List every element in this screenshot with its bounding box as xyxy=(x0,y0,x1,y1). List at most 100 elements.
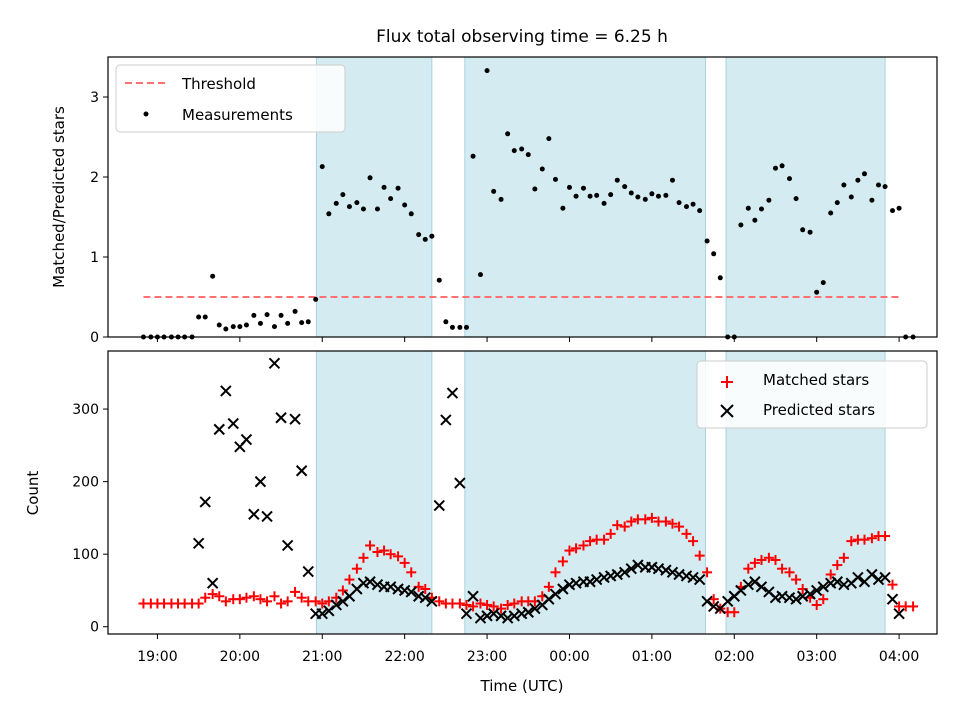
matched-star-point xyxy=(749,557,760,568)
matched-star-point xyxy=(612,520,623,531)
matched-star-point xyxy=(681,528,692,539)
measurement-point xyxy=(807,229,813,235)
predicted-star-point xyxy=(810,584,823,597)
predicted-star-point xyxy=(707,600,720,613)
matched-star-point xyxy=(660,516,671,527)
predicted-star-point xyxy=(405,586,417,598)
measurement-point xyxy=(457,324,463,330)
chart-title: Flux total observing time = 6.25 h xyxy=(376,27,668,47)
measurement-point xyxy=(587,193,593,199)
measurement-point xyxy=(374,206,380,212)
predicted-star-point xyxy=(426,595,438,608)
matched-star-point xyxy=(475,598,486,609)
predicted-star-point xyxy=(611,568,623,581)
matched-star-point xyxy=(571,543,582,554)
matched-star-point xyxy=(825,569,836,580)
measurement-point xyxy=(243,322,249,328)
predicted-star-point xyxy=(522,606,534,618)
predicted-star-point xyxy=(790,593,802,605)
predicted-star-point xyxy=(886,593,899,605)
predicted-star-point xyxy=(879,571,891,584)
predicted-star-point xyxy=(796,590,809,602)
measurement-point xyxy=(601,200,607,206)
y-tick-label: 1 xyxy=(90,250,99,266)
y-tick-label: 200 xyxy=(72,475,99,491)
predicted-star-point xyxy=(852,571,864,584)
predicted-star-point xyxy=(487,607,500,620)
predicted-star-point xyxy=(721,595,734,608)
matched-star-point xyxy=(468,601,479,612)
measurement-point xyxy=(566,184,572,190)
matched-star-point xyxy=(379,545,390,556)
measurement-point xyxy=(519,146,525,152)
measurement-point xyxy=(299,320,305,326)
predicted-star-point xyxy=(872,573,885,586)
predicted-star-point xyxy=(330,599,342,611)
legend-predicted-swatch xyxy=(720,404,734,418)
matched-star-point xyxy=(399,557,410,568)
predicted-star-point xyxy=(618,566,631,579)
measurement-point xyxy=(676,200,682,206)
measurement-point xyxy=(752,217,758,223)
predicted-star-point xyxy=(419,592,431,604)
bottom-panel: 0 100 200 300 19:00 20:00 21:00 22:00 23:00 00:0… xyxy=(24,350,938,695)
measurement-point xyxy=(416,232,422,238)
observing-interval-2 xyxy=(464,350,706,635)
legend-threshold-label: Threshold xyxy=(181,75,256,93)
matched-star-point xyxy=(276,598,287,609)
measurement-point xyxy=(511,148,517,154)
matched-star-point xyxy=(838,552,849,563)
measurement-point xyxy=(202,314,208,320)
matched-star-point xyxy=(482,599,493,610)
measurement-point xyxy=(635,194,641,200)
measurement-point xyxy=(223,326,229,332)
matched-star-point xyxy=(282,596,293,607)
matched-star-point xyxy=(674,521,685,532)
predicted-star-point xyxy=(433,499,445,512)
matched-star-point xyxy=(667,518,678,529)
measurement-point xyxy=(649,191,655,197)
matched-star-point xyxy=(365,540,376,551)
matched-star-point xyxy=(234,594,245,605)
predicted-star-point xyxy=(590,573,603,586)
measurement-point xyxy=(346,204,352,210)
matched-star-point xyxy=(818,594,829,605)
x-tick-label: 21:00 xyxy=(302,649,342,665)
predicted-star-point xyxy=(495,610,507,622)
measurement-point xyxy=(820,280,826,286)
measurement-point xyxy=(669,177,675,183)
matched-star-point xyxy=(832,560,843,571)
measurement-point xyxy=(594,192,600,198)
predicted-star-point xyxy=(666,566,679,579)
measurement-point xyxy=(360,206,366,212)
matched-star-point xyxy=(743,563,754,574)
measurement-point xyxy=(717,275,723,281)
matched-star-point xyxy=(688,536,699,547)
measurement-point xyxy=(230,324,236,330)
predicted-star-point xyxy=(268,357,281,370)
bottom-legend-box xyxy=(696,360,928,429)
predicted-star-point xyxy=(302,565,314,578)
measurement-point xyxy=(498,196,504,202)
matched-star-point xyxy=(420,584,431,595)
measurement-point xyxy=(834,200,840,206)
x-tick-label: 19:00 xyxy=(137,649,177,665)
predicted-star-point xyxy=(460,607,473,620)
predicted-star-point xyxy=(227,417,239,430)
top-y-axis-label: Matched/Predicted stars xyxy=(50,106,68,288)
matched-star-point xyxy=(214,591,225,602)
x-tick-label: 03:00 xyxy=(797,649,837,665)
measurement-point xyxy=(855,177,861,183)
x-tick-label: 20:00 xyxy=(220,649,260,665)
predicted-star-point xyxy=(584,576,596,588)
matched-star-point xyxy=(702,567,713,578)
predicted-star-point xyxy=(549,588,562,600)
predicted-star-point xyxy=(275,412,287,424)
measurement-point xyxy=(340,192,346,198)
matched-star-point xyxy=(241,592,252,603)
matched-star-point xyxy=(220,596,231,607)
matched-star-point xyxy=(337,585,348,596)
predicted-star-point xyxy=(206,577,219,589)
measurement-point xyxy=(882,184,888,190)
measurement-point xyxy=(711,251,717,257)
